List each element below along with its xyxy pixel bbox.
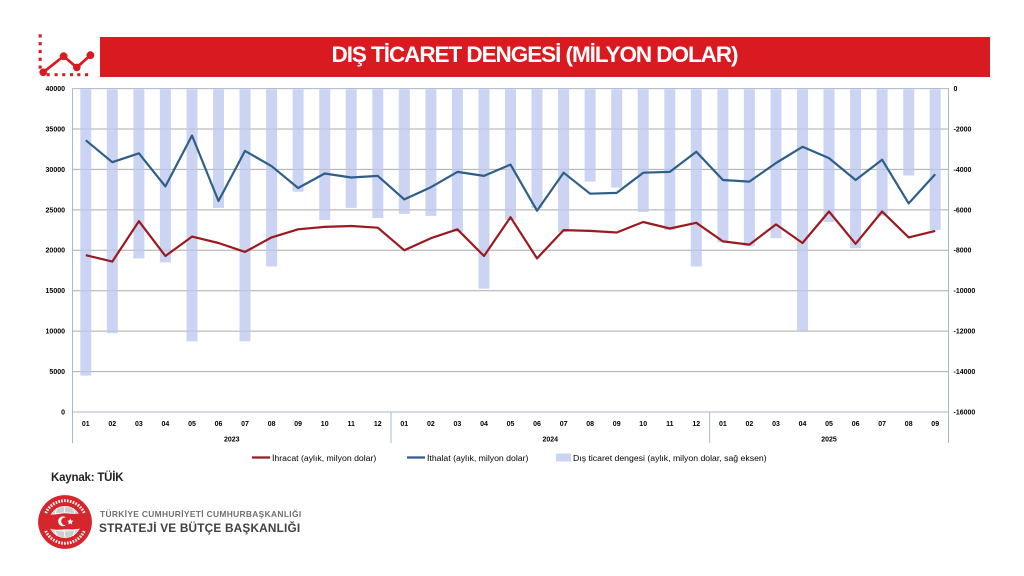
svg-text:10: 10 <box>639 421 647 428</box>
svg-text:-10000: -10000 <box>954 288 976 295</box>
svg-text:01: 01 <box>82 421 90 428</box>
svg-text:İhracat (aylık, milyon dolar): İhracat (aylık, milyon dolar) <box>272 453 376 463</box>
svg-text:09: 09 <box>931 421 939 428</box>
svg-text:12: 12 <box>374 421 382 428</box>
svg-text:11: 11 <box>666 421 674 428</box>
svg-text:07: 07 <box>560 421 568 428</box>
svg-text:05: 05 <box>188 421 196 428</box>
svg-text:09: 09 <box>613 421 621 428</box>
svg-text:02: 02 <box>108 421 116 428</box>
svg-text:30000: 30000 <box>46 167 66 174</box>
svg-text:03: 03 <box>772 421 780 428</box>
svg-text:08: 08 <box>586 421 594 428</box>
svg-text:04: 04 <box>162 421 170 428</box>
svg-text:-12000: -12000 <box>954 329 976 336</box>
svg-text:04: 04 <box>799 421 807 428</box>
svg-text:04: 04 <box>480 421 488 428</box>
svg-text:11: 11 <box>347 421 355 428</box>
svg-text:05: 05 <box>825 421 833 428</box>
svg-text:2023: 2023 <box>224 437 240 444</box>
svg-text:-14000: -14000 <box>954 369 976 376</box>
svg-text:07: 07 <box>241 421 249 428</box>
svg-text:02: 02 <box>746 421 754 428</box>
svg-text:2024: 2024 <box>543 437 559 444</box>
svg-text:-4000: -4000 <box>954 167 972 174</box>
svg-text:10000: 10000 <box>46 329 66 336</box>
svg-text:08: 08 <box>905 421 913 428</box>
svg-text:06: 06 <box>215 421 223 428</box>
svg-text:0: 0 <box>954 86 958 93</box>
svg-text:05: 05 <box>507 421 515 428</box>
svg-text:01: 01 <box>400 421 408 428</box>
svg-text:-6000: -6000 <box>954 207 972 214</box>
svg-text:İthalat (aylık, milyon dolar): İthalat (aylık, milyon dolar) <box>427 453 528 463</box>
svg-text:02: 02 <box>427 421 435 428</box>
svg-text:12: 12 <box>692 421 700 428</box>
svg-text:07: 07 <box>878 421 886 428</box>
svg-text:2025: 2025 <box>821 437 837 444</box>
svg-text:15000: 15000 <box>46 288 66 295</box>
svg-text:-2000: -2000 <box>954 126 972 133</box>
svg-text:-16000: -16000 <box>954 409 976 416</box>
svg-text:06: 06 <box>533 421 541 428</box>
svg-text:06: 06 <box>852 421 860 428</box>
svg-text:20000: 20000 <box>46 248 66 255</box>
svg-text:-8000: -8000 <box>954 248 972 255</box>
svg-text:10: 10 <box>321 421 329 428</box>
svg-text:40000: 40000 <box>46 86 66 93</box>
svg-text:35000: 35000 <box>46 126 66 133</box>
svg-text:25000: 25000 <box>46 207 66 214</box>
svg-text:09: 09 <box>294 421 302 428</box>
svg-text:0: 0 <box>61 409 65 416</box>
svg-text:5000: 5000 <box>49 369 65 376</box>
svg-text:01: 01 <box>719 421 727 428</box>
svg-text:08: 08 <box>268 421 276 428</box>
svg-text:Dış ticaret dengesi (aylık, mi: Dış ticaret dengesi (aylık, milyon dolar… <box>573 453 767 463</box>
svg-text:03: 03 <box>454 421 462 428</box>
svg-text:03: 03 <box>135 421 143 428</box>
